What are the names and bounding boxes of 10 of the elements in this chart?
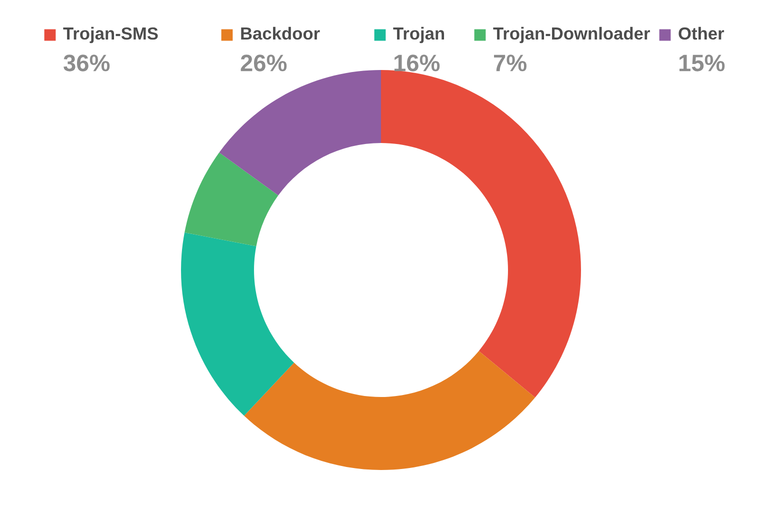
data-label: 16% [394, 54, 440, 72]
legend-label: Trojan [393, 26, 444, 44]
legend-label: Trojan-SMS [63, 26, 158, 44]
data-label: 26% [240, 54, 287, 72]
data-label: 15% [679, 54, 725, 72]
data-label: 36% [64, 54, 110, 72]
legend-label: Backdoor [241, 26, 320, 40]
data-label: 7% [494, 54, 527, 72]
legend-label: Trojan-Downloader [493, 26, 650, 44]
legend-label: Other [678, 26, 724, 40]
